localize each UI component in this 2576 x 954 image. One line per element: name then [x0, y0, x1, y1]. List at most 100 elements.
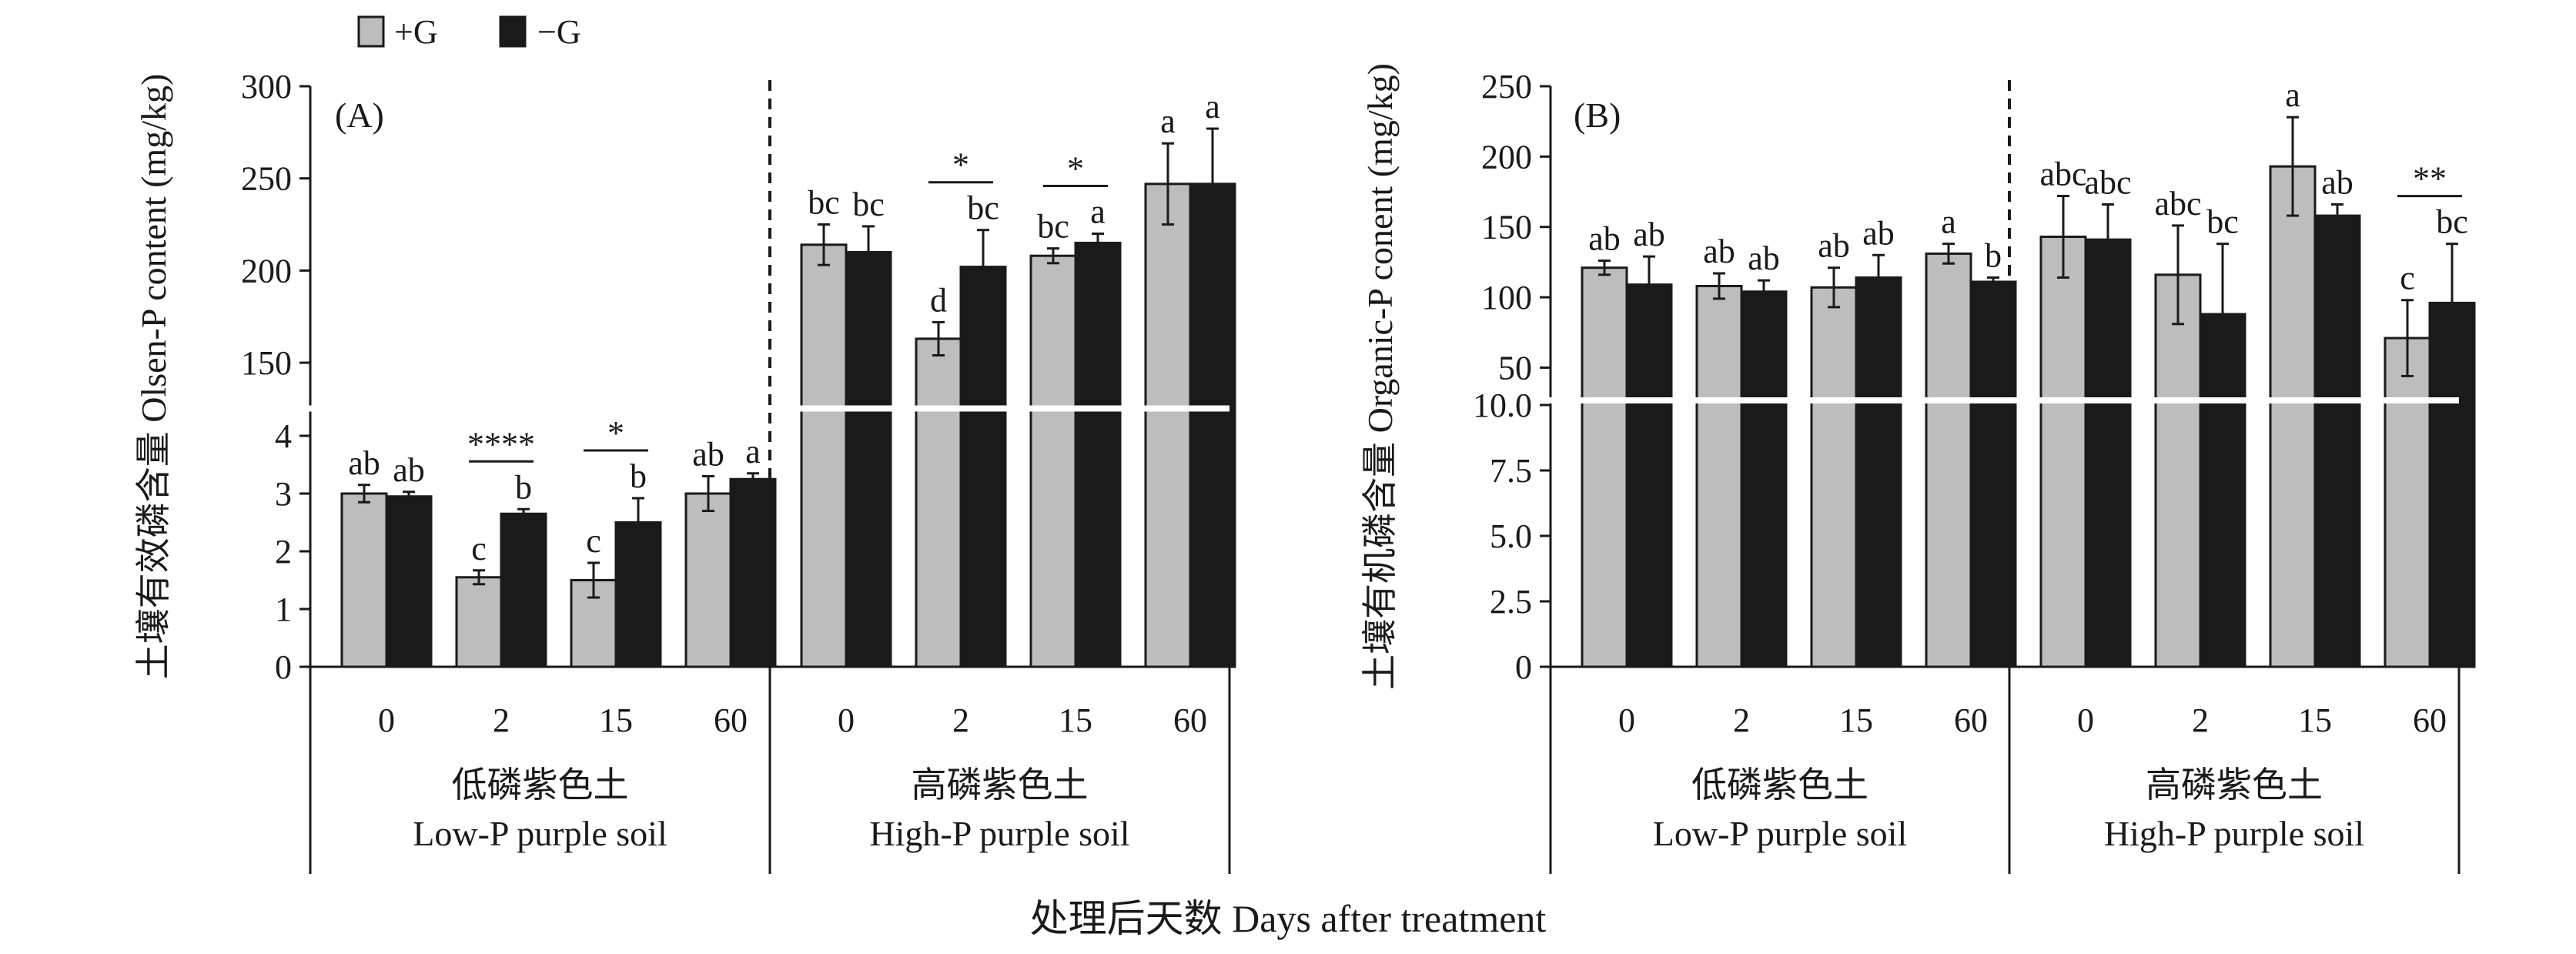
x-tick-label: 60 — [2413, 701, 2447, 739]
x-tick-label: 2 — [952, 701, 969, 739]
letter-label: a — [745, 433, 761, 470]
bar-plus-g — [1810, 286, 1858, 668]
y-tick-label: 3 — [275, 475, 292, 513]
x-tick-label: 15 — [599, 701, 633, 739]
x-tick-label: 60 — [714, 701, 748, 739]
bar-minus-g — [1969, 280, 2017, 668]
letter-label: ab — [393, 451, 425, 489]
bar-minus-g — [959, 266, 1007, 668]
letter-label: a — [1941, 203, 1956, 241]
letter-label: bc — [2206, 203, 2239, 241]
legend-label-minus-g: −G — [537, 13, 581, 51]
letter-label: c — [2400, 259, 2415, 297]
letter-label: c — [471, 530, 487, 567]
significance-stars: * — [952, 146, 969, 184]
bar-minus-g — [845, 250, 892, 668]
bar-plus-g — [1029, 254, 1077, 668]
y-axis-label: 土壤有效磷含量 Olsen-P content (mg/kg) — [134, 74, 173, 680]
x-tick-label: 0 — [2077, 701, 2094, 739]
x-tick-label: 15 — [1839, 701, 1873, 739]
x-tick-label: 0 — [378, 701, 395, 739]
group-label-en: High-P purple soil — [869, 814, 1129, 853]
significance-stars: ** — [2413, 160, 2447, 198]
chart-panel-b: 0 2.5 5.0 7.5 10.050 100 150 2 0 0 250 土壤有机磷含量 Orga… — [1360, 63, 2476, 874]
y-tick-label: 300 — [241, 68, 292, 105]
letter-label: ab — [1862, 214, 1895, 252]
group-label-en: High-P purple soil — [2104, 814, 2364, 853]
x-tick-label: 0 — [1618, 701, 1635, 739]
bar-minus-g — [2313, 214, 2361, 668]
letter-label: b — [1985, 237, 2002, 275]
letter-label: ab — [1818, 227, 1850, 265]
x-tick-label: 2 — [1733, 701, 1750, 739]
letter-label: bc — [967, 189, 999, 227]
bar-plus-g — [915, 337, 962, 668]
letter-label: b — [515, 468, 532, 506]
group-label-cn: 高磷紫色土 — [2146, 765, 2323, 805]
bar-minus-g — [385, 495, 433, 668]
x-axis-title: 处理后天数 Days after treatment — [1030, 897, 1547, 940]
bar-plus-g — [800, 243, 848, 668]
letter-label: a — [2285, 76, 2300, 114]
letter-label: ab — [348, 444, 380, 482]
y-tick-label: 0 — [1515, 648, 1532, 686]
y-tick-label: 5.0 — [1490, 517, 1532, 555]
x-tick-label: 60 — [1954, 701, 1988, 739]
group-label-en: Low-P purple soil — [413, 814, 667, 853]
y-tick-label: 2.5 — [1490, 583, 1532, 621]
letter-label: c — [586, 522, 601, 560]
panel-label: (A) — [335, 95, 384, 135]
letter-label: abc — [2084, 163, 2131, 201]
bar-plus-g — [2269, 165, 2317, 668]
x-tick-label: 2 — [2192, 701, 2209, 739]
letter-label: a — [1205, 88, 1220, 126]
bar-plus-g — [1695, 284, 1743, 668]
letter-label: ab — [1703, 233, 1735, 270]
y-tick-label: 10.0 — [1473, 387, 1532, 424]
group-label-cn: 低磷紫色土 — [452, 765, 629, 805]
y-tick-label: 150 — [241, 344, 292, 382]
bar-minus-g — [1074, 241, 1122, 668]
bar-minus-g — [1740, 290, 1788, 668]
x-tick-label: 15 — [2298, 701, 2332, 739]
letter-label: bc — [2436, 203, 2468, 241]
y-tick-label: 250 — [1481, 68, 1532, 105]
bar-plus-g — [2384, 336, 2431, 668]
panel-label: (B) — [1574, 95, 1621, 135]
y-tick-label: 100 — [1481, 279, 1532, 316]
group-label-cn: 低磷紫色土 — [1691, 765, 1868, 805]
x-tick-label: 2 — [493, 701, 510, 739]
significance-stars: * — [1067, 150, 1084, 188]
letter-label: ab — [2321, 163, 2354, 201]
letter-label: bc — [852, 186, 885, 223]
letter-label: ab — [1748, 239, 1780, 277]
y-axis-label: 土壤有机磷含量 Organic-P conent (mg/kg) — [1360, 63, 1400, 690]
significance-stars: **** — [467, 425, 535, 463]
legend: +G −G — [357, 13, 581, 51]
y-tick-label: 200 — [241, 252, 292, 290]
y-tick-label: 150 — [1481, 209, 1532, 246]
bar-plus-g — [340, 492, 388, 668]
letter-label: ab — [692, 436, 724, 474]
bar-plus-g — [1581, 266, 1628, 668]
legend-label-plus-g: +G — [394, 13, 438, 51]
y-tick-label: 2 — [275, 533, 292, 571]
legend-swatch-plus-g — [357, 15, 385, 48]
letter-label: abc — [2039, 156, 2086, 193]
bar-minus-g — [1855, 276, 1902, 668]
bar-plus-g — [1925, 252, 1972, 668]
letter-label: a — [1160, 102, 1176, 140]
bar-plus-g — [2154, 273, 2202, 668]
letter-label: bc — [1037, 208, 1069, 246]
y-tick-label: 4 — [275, 417, 292, 455]
letter-label: ab — [1633, 216, 1665, 253]
y-tick-label: 7.5 — [1490, 452, 1532, 490]
significance-stars: * — [607, 414, 624, 452]
y-tick-label: 50 — [1498, 349, 1532, 387]
bar-plus-g — [1144, 182, 1192, 668]
bar-minus-g — [2084, 238, 2132, 668]
bar-minus-g — [1189, 182, 1236, 668]
x-tick-label: 60 — [1173, 701, 1207, 739]
